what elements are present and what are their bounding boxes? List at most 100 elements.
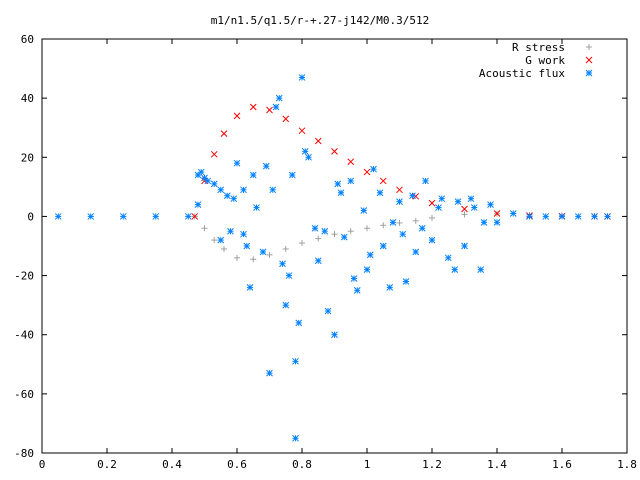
- data-point: [221, 245, 227, 252]
- data-point: [379, 242, 387, 250]
- data-point: [591, 213, 598, 220]
- data-point: [454, 198, 462, 205]
- data-point: [444, 254, 452, 262]
- data-point: [360, 207, 368, 214]
- data-point: [204, 177, 212, 185]
- data-point: [259, 248, 267, 256]
- data-point: [347, 158, 355, 166]
- data-point: [54, 213, 62, 220]
- data-point: [194, 201, 202, 208]
- data-point: [311, 224, 319, 232]
- data-point: [230, 195, 238, 203]
- data-point: [366, 251, 374, 259]
- legend-label: Acoustic flux: [479, 67, 565, 80]
- series-acoustic-flux: [54, 74, 611, 442]
- data-point: [240, 230, 247, 238]
- data-point: [467, 195, 475, 203]
- data-point: [340, 233, 348, 241]
- x-tick-label: 1.4: [487, 458, 507, 471]
- y-tick-label: 40: [21, 92, 34, 105]
- data-point: [470, 204, 478, 211]
- x-tick-label: 0.6: [227, 458, 247, 471]
- data-point: [409, 192, 416, 200]
- data-point: [389, 218, 397, 226]
- data-point: [428, 236, 436, 244]
- data-point: [350, 275, 358, 282]
- data-point: [412, 217, 419, 224]
- y-tick-label: 0: [27, 210, 34, 223]
- data-point: [337, 189, 345, 197]
- plot-frame: [41, 38, 628, 454]
- data-point: [315, 235, 322, 242]
- data-point: [477, 266, 485, 274]
- data-point: [197, 168, 205, 176]
- data-point: [223, 192, 231, 200]
- x-tick-label: 1.2: [422, 458, 442, 471]
- data-point: [233, 112, 241, 120]
- data-point: [461, 205, 468, 213]
- data-point: [380, 222, 387, 229]
- data-point: [240, 186, 247, 194]
- data-point: [272, 103, 280, 111]
- data-point: [429, 214, 435, 221]
- data-point: [292, 357, 299, 365]
- data-point: [331, 231, 338, 238]
- data-point: [184, 213, 192, 220]
- data-point: [435, 204, 442, 211]
- x-tick-label: 0.8: [292, 458, 312, 471]
- data-point: [210, 180, 218, 188]
- data-point: [282, 301, 290, 309]
- data-point: [292, 434, 299, 442]
- data-marks: [54, 74, 611, 442]
- data-point: [412, 248, 420, 256]
- data-point: [298, 127, 306, 135]
- data-point: [275, 94, 283, 102]
- data-point: [364, 225, 370, 232]
- data-point: [558, 213, 566, 220]
- data-point: [152, 213, 160, 220]
- legend-label: R stress: [512, 41, 565, 54]
- data-point: [249, 171, 257, 179]
- data-point: [574, 213, 582, 220]
- data-point: [227, 227, 234, 235]
- legend-marker: [585, 69, 593, 77]
- legend-marker: [586, 44, 592, 50]
- data-point: [217, 236, 225, 244]
- data-point: [363, 168, 371, 176]
- data-point: [480, 218, 488, 226]
- data-point: [269, 186, 277, 194]
- data-point: [379, 177, 387, 185]
- x-tick-label: 1: [364, 458, 371, 471]
- data-point: [324, 307, 332, 315]
- data-point: [298, 74, 306, 81]
- data-point: [253, 204, 260, 211]
- legend-label: G work: [525, 54, 565, 67]
- data-point: [334, 180, 342, 188]
- x-tick-label: 0.4: [162, 458, 182, 471]
- data-point: [331, 148, 338, 155]
- data-point: [243, 242, 251, 250]
- data-point: [487, 201, 494, 208]
- y-tick-label: -20: [14, 270, 34, 283]
- data-point: [370, 165, 377, 173]
- data-point: [295, 319, 303, 327]
- chart-title: m1/n1.5/q1.5/r-+.27-j142/M0.3/512: [211, 14, 430, 27]
- data-point: [493, 210, 501, 217]
- data-point: [331, 331, 338, 339]
- data-point: [418, 224, 426, 232]
- data-point: [282, 245, 289, 252]
- data-point: [234, 254, 240, 261]
- data-point: [191, 213, 199, 220]
- data-point: [305, 153, 312, 161]
- data-point: [321, 227, 329, 235]
- data-point: [399, 230, 407, 238]
- data-point: [451, 266, 459, 274]
- data-point: [87, 213, 95, 220]
- x-tick-label: 0: [39, 458, 46, 471]
- data-point: [314, 137, 322, 145]
- data-point: [386, 284, 394, 291]
- data-point: [233, 159, 241, 167]
- data-point: [396, 219, 403, 226]
